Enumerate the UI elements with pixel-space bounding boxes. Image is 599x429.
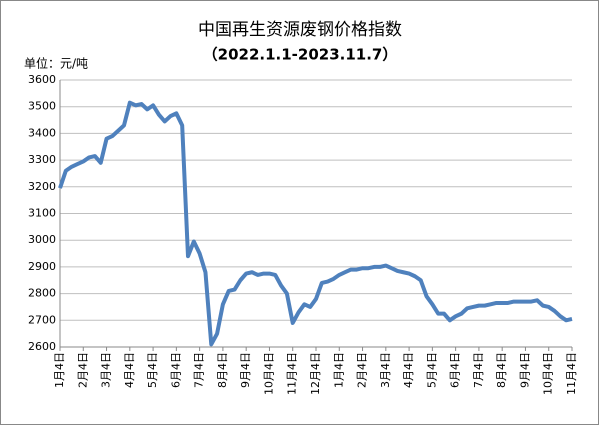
x-tick-label: 11月4日 (286, 352, 299, 395)
x-tick-label: 9月4日 (518, 352, 531, 388)
chart-title: 中国再生资源废钢价格指数 (198, 20, 402, 40)
x-tick-label: 1月4日 (53, 352, 66, 388)
x-tick-label: 8月4日 (216, 352, 229, 388)
x-tick-label: 2月4日 (76, 352, 89, 388)
x-tick-label: 5月4日 (425, 352, 438, 388)
x-tick-label: 9月4日 (239, 352, 252, 388)
x-tick-label: 10月4日 (262, 352, 275, 395)
x-tick-label: 5月4日 (146, 352, 159, 388)
chart-subtitle: （2022.1.1-2023.11.7） (203, 46, 398, 64)
y-axis-label: 单位：元/吨 (24, 56, 88, 71)
line-series (58, 100, 573, 347)
y-tick-label: 2700 (28, 313, 56, 326)
x-tick-label: 4月4日 (123, 352, 136, 388)
x-tick-label: 3月4日 (100, 352, 113, 388)
x-tick-label: 2月4日 (356, 352, 369, 388)
x-tick-label: 1月4日 (332, 352, 345, 388)
y-tick-label: 3300 (28, 153, 56, 166)
x-tick-label: 4月4日 (402, 352, 415, 388)
x-tick-label: 11月4日 (565, 352, 578, 395)
y-tick-label: 2900 (28, 260, 56, 273)
y-tick-label: 3100 (28, 207, 56, 220)
x-tick-label: 12月4日 (309, 352, 322, 395)
y-tick-label: 2800 (28, 287, 56, 300)
y-tick-label: 2600 (28, 340, 56, 353)
x-tick-label: 6月4日 (449, 352, 462, 388)
x-tick-label: 7月4日 (193, 352, 206, 388)
y-tick-label: 3200 (28, 180, 56, 193)
y-tick-label: 3500 (28, 100, 56, 113)
x-tick-label: 6月4日 (169, 352, 182, 388)
x-tick-label: 7月4日 (472, 352, 485, 388)
y-tick-label: 3400 (28, 126, 56, 139)
x-tick-label: 3月4日 (379, 352, 392, 388)
y-tick-label: 3000 (28, 233, 56, 246)
y-tick-label: 3600 (28, 73, 56, 86)
x-tick-label: 8月4日 (495, 352, 508, 388)
x-tick-label: 10月4日 (542, 352, 555, 395)
